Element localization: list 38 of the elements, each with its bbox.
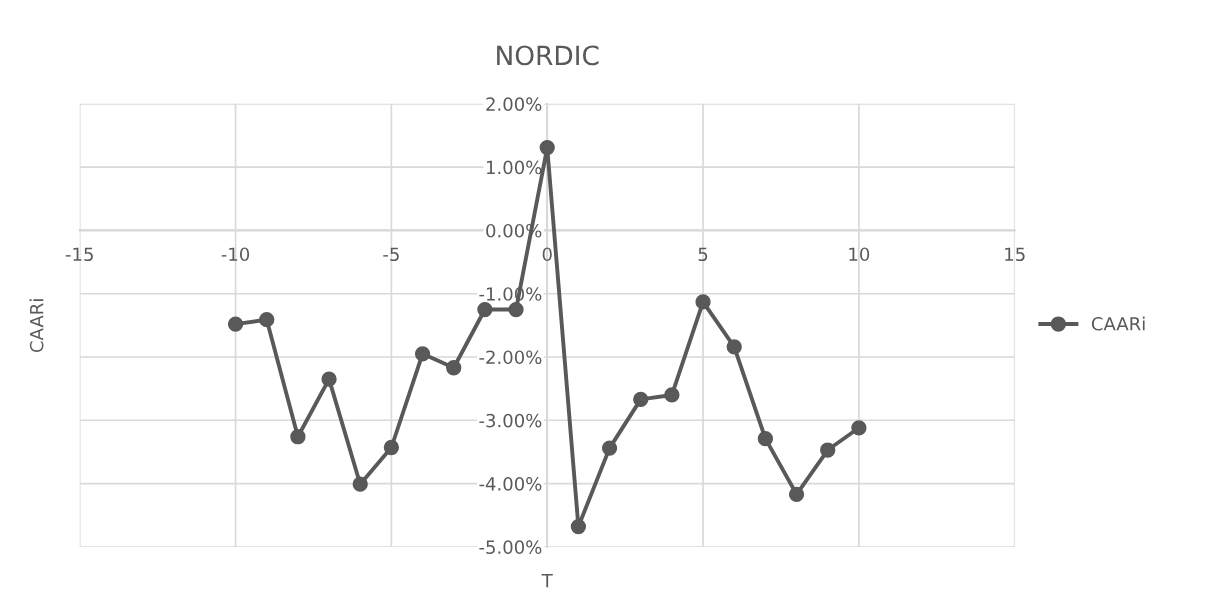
point bbox=[259, 312, 275, 328]
point bbox=[383, 439, 400, 456]
x-tick-label: -10 bbox=[221, 247, 250, 262]
y-tick-label: -2.00% bbox=[479, 350, 542, 365]
legend-label: CAARi bbox=[1091, 316, 1145, 331]
y-axis-title: CAARi bbox=[29, 299, 44, 353]
y-tick-label: 2.00% bbox=[486, 97, 542, 111]
y-tick-label: -4.00% bbox=[479, 477, 542, 491]
point bbox=[726, 339, 742, 355]
point bbox=[788, 486, 805, 502]
y-tick-label: -3.00% bbox=[479, 413, 542, 428]
point bbox=[227, 316, 244, 332]
point bbox=[508, 301, 524, 318]
point bbox=[539, 139, 555, 156]
point bbox=[851, 420, 867, 436]
x-tick-label: -15 bbox=[65, 247, 93, 262]
point bbox=[321, 371, 337, 387]
x-tick-label: 0 bbox=[542, 247, 552, 262]
x-tick-label: 15 bbox=[1005, 247, 1025, 262]
point bbox=[695, 294, 711, 310]
point bbox=[477, 301, 493, 318]
x-tick-label: 10 bbox=[849, 247, 870, 262]
point bbox=[820, 442, 836, 458]
x-tick-label: 5 bbox=[698, 247, 708, 262]
chart-title: NORDIC bbox=[497, 45, 599, 66]
y-tick-label: 1.00% bbox=[486, 160, 542, 175]
y-tick-label: -5.00% bbox=[479, 540, 542, 554]
point bbox=[352, 476, 368, 492]
point bbox=[601, 440, 618, 456]
x-axis-title: T bbox=[541, 573, 553, 588]
point bbox=[290, 429, 306, 445]
point bbox=[446, 360, 462, 376]
point bbox=[633, 391, 649, 408]
x-tick-label: -5 bbox=[383, 247, 399, 262]
point bbox=[757, 430, 774, 447]
point bbox=[570, 518, 587, 535]
point bbox=[664, 387, 680, 403]
point bbox=[414, 346, 431, 362]
